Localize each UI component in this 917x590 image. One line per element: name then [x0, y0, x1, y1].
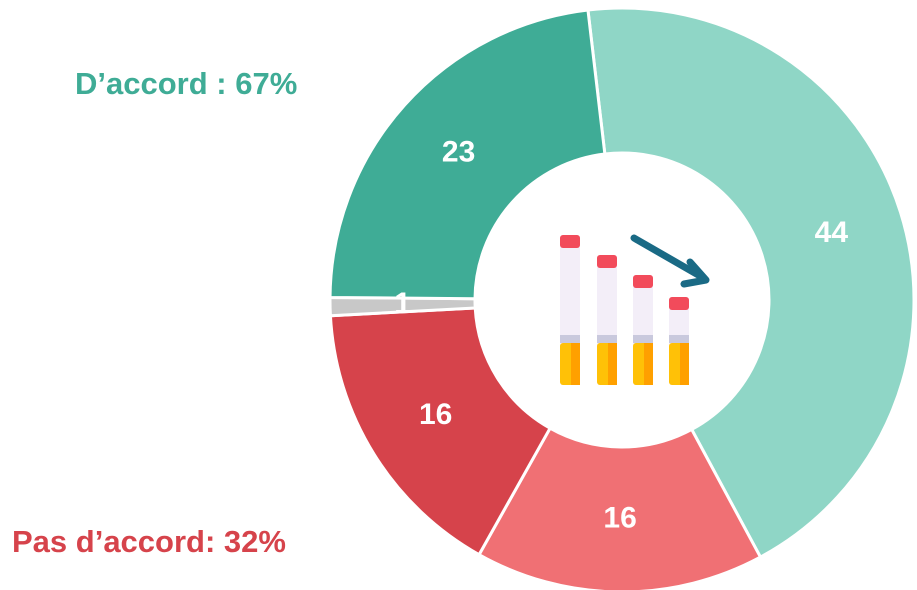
data-label: 16: [419, 398, 452, 431]
data-label: 16: [603, 501, 636, 534]
arrow-head: [680, 258, 710, 288]
data-label: 44: [815, 216, 849, 249]
slice: [586, 6, 916, 560]
slice: [328, 306, 553, 557]
annotation: D’accord : 67%: [75, 66, 297, 101]
tube: [633, 275, 653, 385]
annotation: Pas d’accord: 32%: [12, 524, 286, 559]
data-label: 1: [394, 287, 411, 320]
labels: 44 16 16 1 23: [394, 135, 848, 534]
center-icon: [560, 234, 710, 385]
data-label: 23: [442, 135, 475, 168]
tube: [597, 255, 617, 385]
tube: [669, 297, 689, 385]
slice: [328, 8, 607, 301]
arrow: [630, 234, 704, 280]
slice: [477, 426, 763, 590]
slices: [328, 6, 916, 590]
tube: [560, 235, 580, 385]
